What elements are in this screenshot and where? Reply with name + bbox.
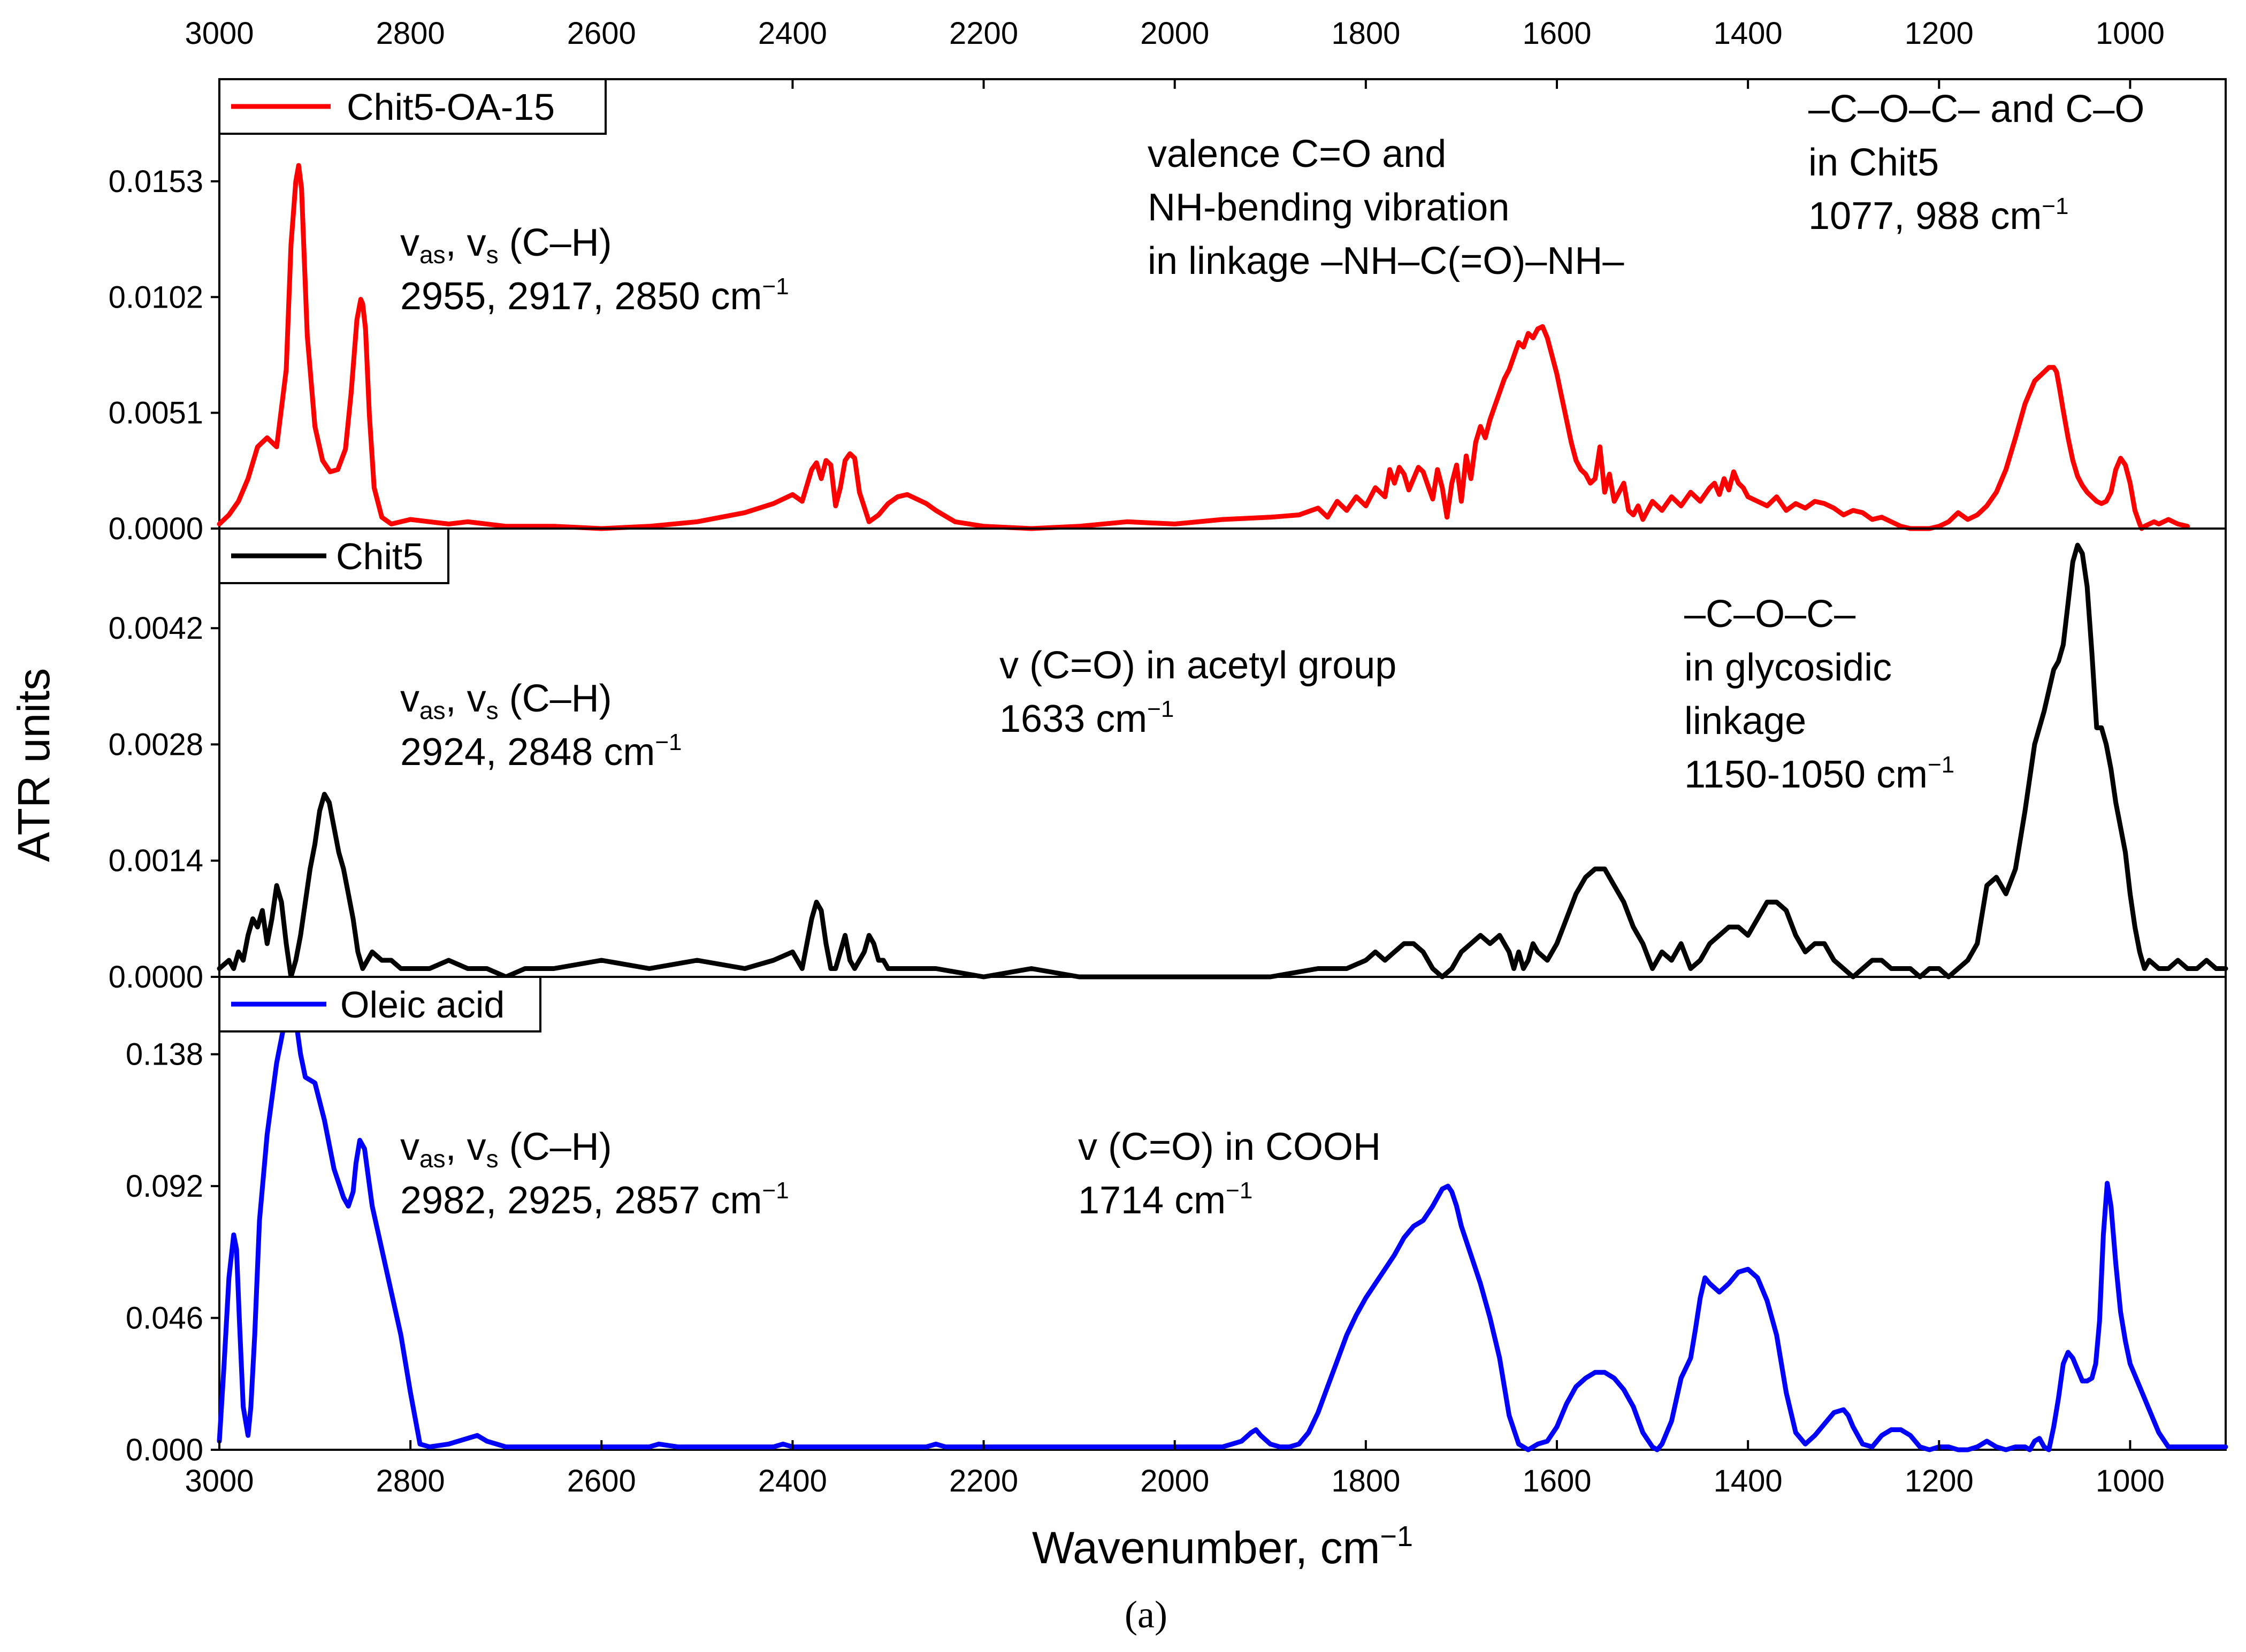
spectrum-line-chit5 [217,542,2228,980]
top-x-tick-label: 1600 [1522,16,1591,51]
y-tick-label: 0.0051 [109,396,203,431]
top-x-tick-label: 2600 [567,16,636,51]
panel-chit5-oa-15: 0.0000 0.0051 0.0102 0.0153 Chit5-OA-15 vas… [109,78,2227,546]
y-axis-ticks: 0.000 0.046 0.092 0.138 [126,1037,219,1467]
y-tick-label: 0.0000 [109,511,203,546]
bottom-x-tick-label: 2200 [949,1464,1018,1498]
spectrum-line-oleic-acid [217,997,2228,1452]
legend-label: Oleic acid [340,984,505,1026]
panel-chit5: 0.0000 0.0014 0.0028 0.0042 Chit5 vas, vs (… [109,527,2228,995]
y-tick-label: 0.0028 [109,727,203,762]
top-x-tick-label: 1800 [1331,16,1400,51]
legend-label: Chit5 [336,536,423,577]
top-x-tick-label: 2200 [949,16,1018,51]
top-x-tick-label: 1400 [1714,16,1783,51]
legend-label: Chit5-OA-15 [347,86,555,128]
top-x-tick-label: 2000 [1140,16,1209,51]
legend: Chit5 [218,527,449,584]
x-axis-title: Wavenumber, cm−1 [1032,1520,1413,1573]
bottom-x-tick-label: 2600 [567,1464,636,1498]
y-tick-label: 0.138 [126,1037,203,1072]
top-x-tick-label: 2400 [758,16,827,51]
y-tick-label: 0.0014 [109,844,203,878]
y-axis-ticks: 0.0000 0.0014 0.0028 0.0042 [109,611,219,995]
annotation-ch-stretch: vas, vs (C–H) 2924, 2848 cm−1 [400,677,682,774]
y-axis-title: ATR units [9,668,59,862]
legend: Chit5-OA-15 [218,78,607,135]
bottom-x-tick-label: 2800 [376,1464,445,1498]
y-axis-ticks: 0.0000 0.0051 0.0102 0.0153 [109,164,219,546]
bottom-x-tick-label: 1800 [1331,1464,1400,1498]
bottom-x-tick-label: 2000 [1140,1464,1209,1498]
panel-frame [218,976,2227,1451]
annotation-coc-chit5: –C–O–C– and C–O in Chit5 1077, 988 cm−1 [1808,88,2144,238]
bottom-x-tick-label: 2400 [758,1464,827,1498]
annotation-acetyl: v (C=O) in acetyl group 1633 cm−1 [999,644,1396,740]
figure-caption: (a) [1125,1593,1167,1636]
y-tick-label: 0.0102 [109,280,203,315]
annotation-glycosidic: –C–O–C– in glycosidic linkage 1150-1050 cm−… [1684,593,1954,796]
y-tick-label: 0.0153 [109,164,203,199]
bottom-x-tick-label: 1600 [1522,1464,1591,1498]
annotation-cooh: v (C=O) in COOH 1714 cm−1 [1078,1126,1381,1222]
annotation-ch-stretch: vas, vs (C–H) 2982, 2925, 2857 cm−1 [400,1126,789,1222]
top-x-tick-label: 3000 [185,16,254,51]
bottom-x-tick-label: 1200 [1905,1464,1974,1498]
top-x-tick-label: 1000 [2096,16,2165,51]
bottom-x-tick-label: 1400 [1714,1464,1783,1498]
y-tick-label: 0.0000 [109,960,203,995]
legend: Oleic acid [218,976,541,1032]
y-tick-label: 0.092 [126,1169,203,1204]
panel-oleic-acid: 0.000 0.046 0.092 0.138 Oleic acid vas, vs … [126,976,2228,1467]
bottom-x-tick-label: 1000 [2096,1464,2165,1498]
annotation-carbonyl-urea: valence C=O and NH-bending vibration in li… [1148,133,1624,282]
top-x-tick-label: 2800 [376,16,445,51]
top-x-tick-labels: 3000 2800 2600 2400 2200 2000 1800 1600 1400 1200… [185,16,2165,89]
bottom-x-tick-labels: 3000 2800 2600 2400 2200 2000 1800 1600 1400 1200… [185,1440,2165,1498]
y-tick-label: 0.0042 [109,611,203,646]
y-tick-label: 0.046 [126,1301,203,1336]
y-tick-label: 0.000 [126,1433,203,1467]
annotation-ch-stretch: vas, vs (C–H) 2955, 2917, 2850 cm−1 [400,221,789,318]
top-x-tick-label: 1200 [1905,16,1974,51]
bottom-x-tick-label: 3000 [185,1464,254,1498]
